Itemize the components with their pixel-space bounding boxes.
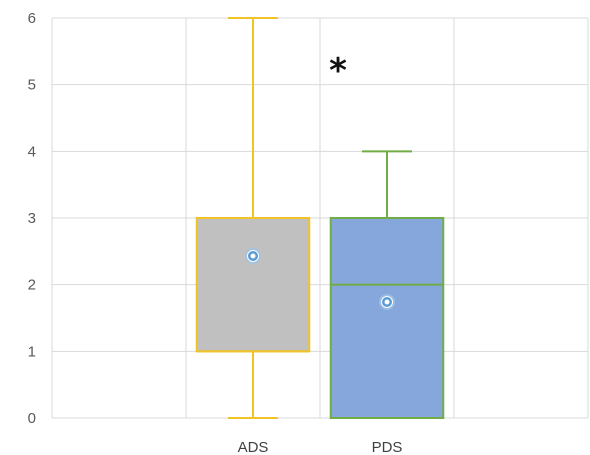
iqr-box [329,217,445,419]
y-tick-label: 0 [28,410,36,427]
y-tick-label: 1 [28,343,36,360]
y-tick-label: 6 [28,10,36,27]
y-axis-tick-labels: 0 1 2 3 4 5 6 [28,10,36,427]
y-tick-label: 2 [28,277,36,294]
iqr-box [195,217,311,353]
box-pds [329,150,445,419]
grid-lines [51,17,589,419]
box-ads [195,17,311,419]
x-axis-category-labels: ADS PDS [238,439,403,455]
x-category-label: PDS [372,439,403,455]
y-tick-label: 4 [28,143,36,160]
significance-asterisk: * [329,51,347,91]
y-tick-label: 5 [28,77,36,94]
mean-marker-center [384,299,390,305]
box-series [195,17,445,419]
mean-marker-center [250,253,256,259]
x-category-label: ADS [238,439,269,455]
y-tick-label: 3 [28,210,36,227]
